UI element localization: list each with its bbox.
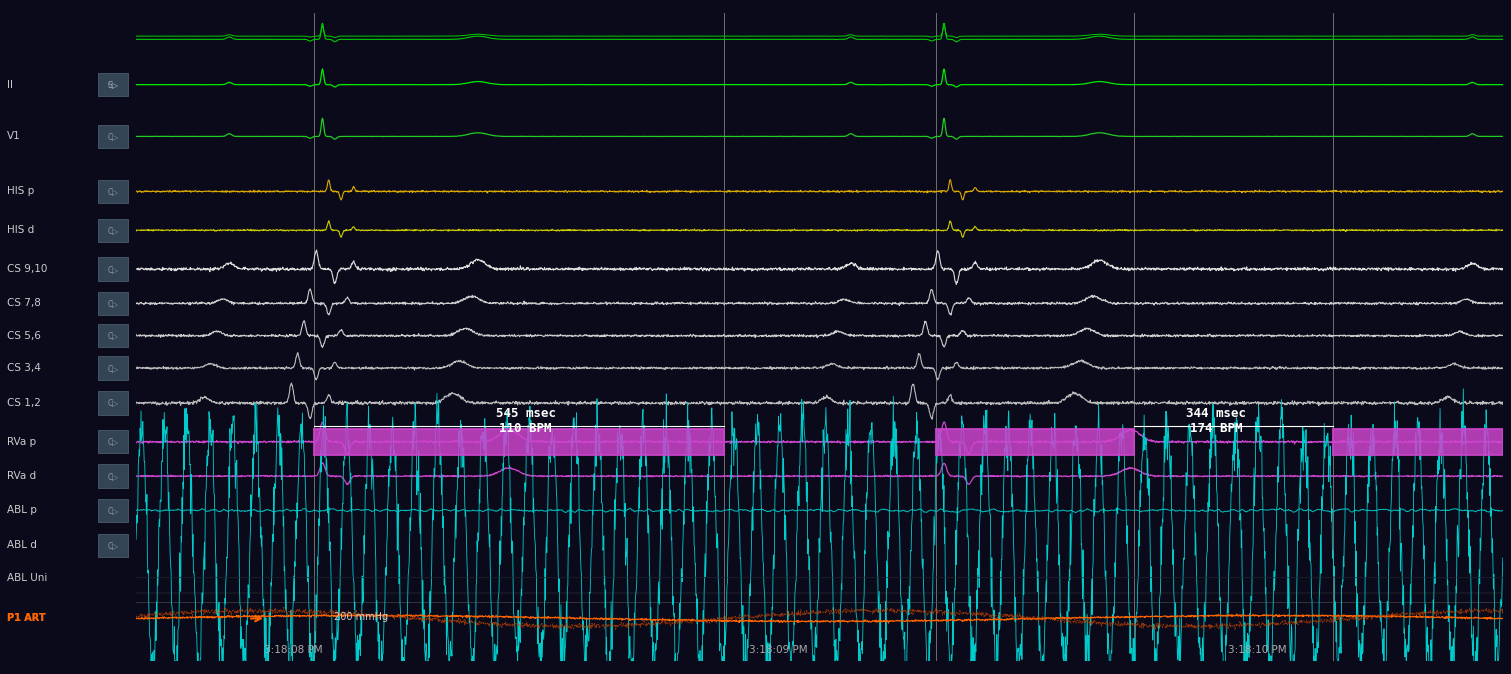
FancyBboxPatch shape: [98, 392, 128, 415]
Text: CS 1,2: CS 1,2: [8, 398, 41, 408]
Text: P1 ART: P1 ART: [8, 613, 45, 623]
FancyBboxPatch shape: [98, 125, 128, 148]
FancyBboxPatch shape: [98, 534, 128, 557]
Text: C▷: C▷: [107, 226, 118, 235]
Text: C▷: C▷: [107, 398, 118, 408]
Text: C▷: C▷: [107, 331, 118, 340]
Text: C▷: C▷: [107, 187, 118, 196]
Text: ABL p: ABL p: [8, 506, 36, 516]
Text: 344 msec
174 BPM: 344 msec 174 BPM: [1186, 407, 1247, 435]
Text: CS 7,8: CS 7,8: [8, 299, 41, 308]
Text: C▷: C▷: [107, 506, 118, 515]
Text: C▷: C▷: [107, 472, 118, 481]
Text: CS 9,10: CS 9,10: [8, 264, 47, 274]
Text: ABL Uni: ABL Uni: [8, 573, 47, 583]
FancyBboxPatch shape: [98, 218, 128, 242]
Text: V1: V1: [8, 131, 21, 142]
Text: C▷: C▷: [107, 265, 118, 274]
Text: P1 ART: P1 ART: [8, 613, 45, 623]
FancyBboxPatch shape: [98, 430, 128, 454]
Text: HIS p: HIS p: [8, 187, 35, 196]
Text: C▷: C▷: [107, 132, 118, 141]
Text: RVa p: RVa p: [8, 437, 36, 447]
Text: C▷: C▷: [107, 299, 118, 308]
Text: C▷: C▷: [107, 437, 118, 446]
Text: 200 mmHg: 200 mmHg: [334, 611, 388, 621]
FancyBboxPatch shape: [314, 429, 724, 455]
Text: HIS d: HIS d: [8, 225, 35, 235]
Text: C▷: C▷: [107, 363, 118, 373]
Text: C▷: C▷: [107, 541, 118, 550]
FancyBboxPatch shape: [98, 324, 128, 347]
FancyBboxPatch shape: [98, 499, 128, 522]
FancyBboxPatch shape: [98, 73, 128, 96]
FancyBboxPatch shape: [1333, 429, 1503, 455]
Text: C▷: C▷: [107, 80, 118, 89]
FancyBboxPatch shape: [98, 257, 128, 280]
FancyBboxPatch shape: [935, 429, 1135, 455]
Text: CS 5,6: CS 5,6: [8, 331, 41, 340]
Text: 3:18:09 PM: 3:18:09 PM: [749, 645, 808, 655]
FancyBboxPatch shape: [98, 464, 128, 488]
FancyBboxPatch shape: [98, 357, 128, 379]
Text: 3:18:10 PM: 3:18:10 PM: [1228, 645, 1286, 655]
Text: 545 msec
110 BPM: 545 msec 110 BPM: [496, 407, 556, 435]
Text: II: II: [8, 80, 12, 90]
Text: RVa d: RVa d: [8, 471, 36, 481]
FancyBboxPatch shape: [98, 180, 128, 203]
Text: ABL d: ABL d: [8, 541, 36, 551]
Text: 3:18:08 PM: 3:18:08 PM: [264, 645, 322, 655]
FancyBboxPatch shape: [98, 292, 128, 315]
Text: S▷: S▷: [107, 80, 118, 89]
Text: CS 3,4: CS 3,4: [8, 363, 41, 373]
